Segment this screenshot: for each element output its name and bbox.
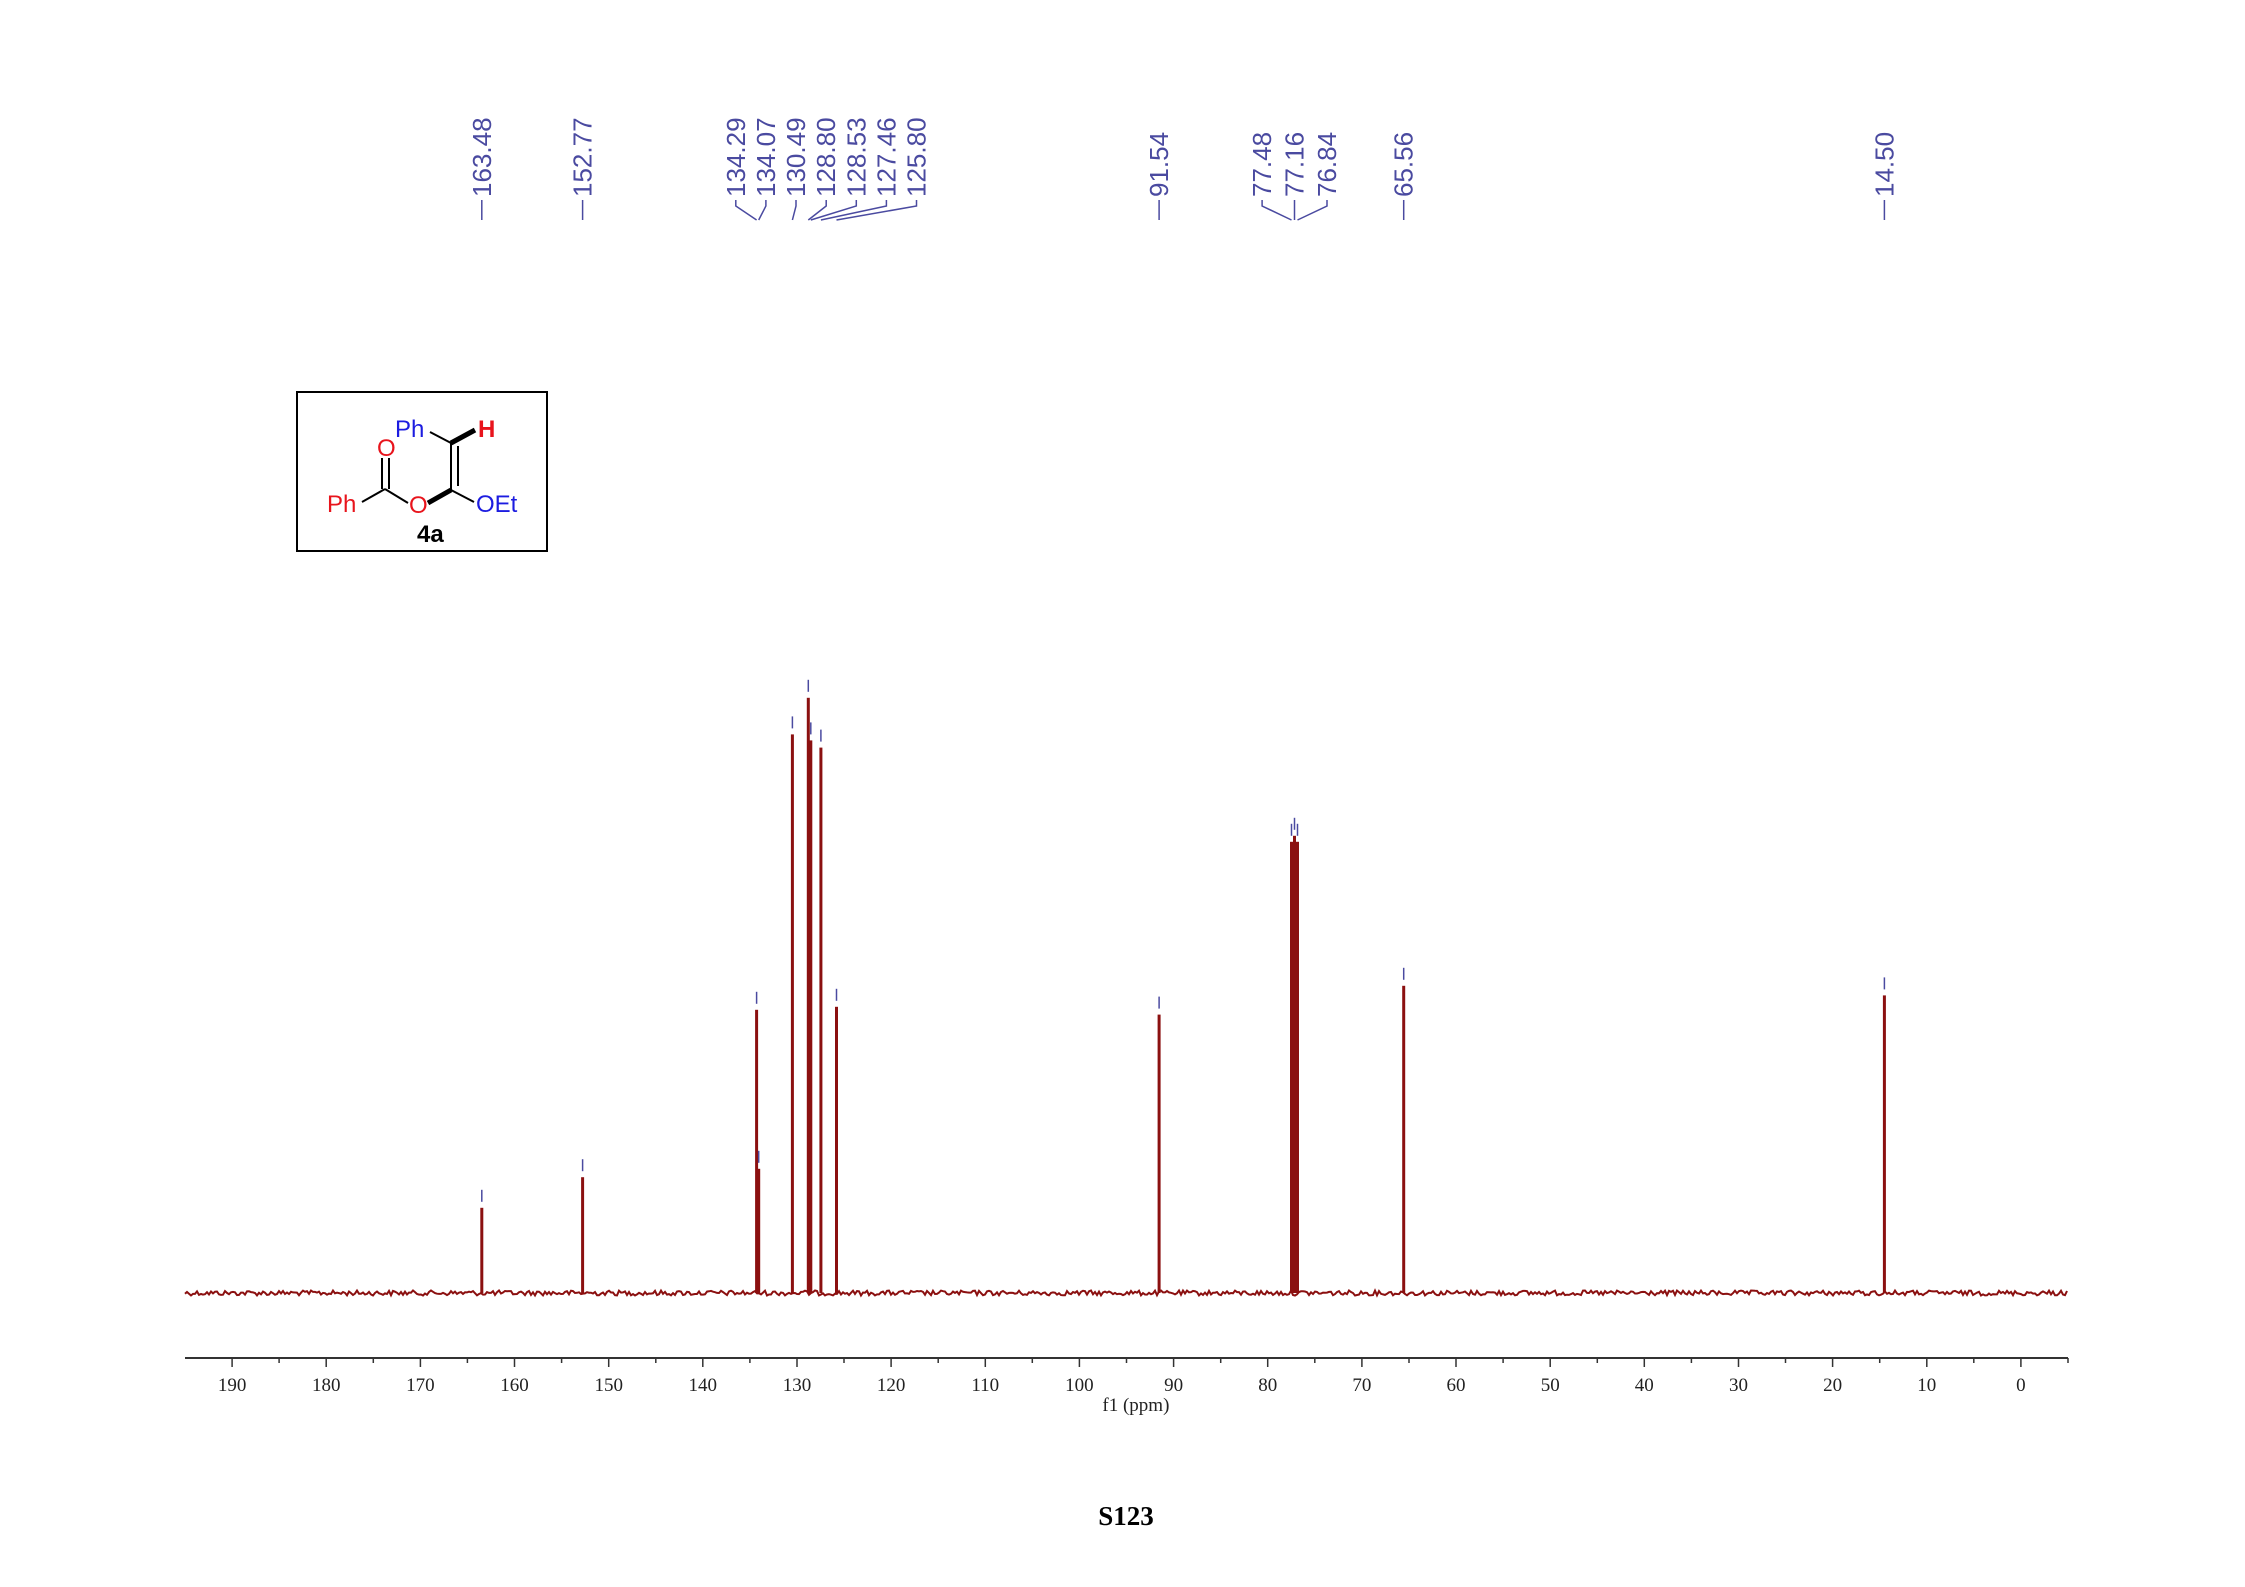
x-tick-label: 80 <box>1258 1375 1277 1396</box>
x-tick-label: 120 <box>877 1375 906 1396</box>
x-tick-label: 30 <box>1729 1375 1748 1396</box>
bond-alkene-to-h <box>449 427 477 446</box>
page-number: S123 <box>1098 1501 1154 1531</box>
x-tick-label: 180 <box>312 1375 341 1396</box>
compound-frame <box>296 391 548 552</box>
peak-label-14: 14.50 <box>1869 132 1899 197</box>
peak-4 <box>790 734 794 1293</box>
peak-0 <box>480 1207 484 1293</box>
peak-label-connector-6 <box>810 200 858 221</box>
peak-label-connector-4 <box>791 200 797 221</box>
x-tick-label: 10 <box>1917 1375 1936 1396</box>
compound-structure: Ph H O Ph O OEt 4a <box>296 391 548 552</box>
atom-o-ester: O <box>409 492 428 519</box>
peak-label-11: 77.16 <box>1280 132 1310 197</box>
x-tick-label: 140 <box>689 1375 718 1396</box>
peak-label-9: 91.54 <box>1144 132 1174 197</box>
atom-h: H <box>478 416 495 443</box>
peak-label-1: 152.77 <box>568 117 598 197</box>
compound-label: 4a <box>417 521 444 548</box>
peak-10 <box>1290 841 1293 1293</box>
peak-13 <box>1402 985 1406 1293</box>
peak-markers <box>481 679 1886 1202</box>
peak-label-6: 128.53 <box>841 117 871 197</box>
peak-label-connector-8 <box>836 200 918 221</box>
x-tick-label: 20 <box>1823 1375 1842 1396</box>
x-tick-label: 160 <box>500 1375 529 1396</box>
x-tick-label: 110 <box>971 1375 999 1396</box>
peak-label-connector-7 <box>820 200 888 221</box>
spectrum-trace <box>184 1288 2068 1298</box>
peak-7 <box>819 747 823 1293</box>
peak-label-connector-10 <box>1261 200 1292 221</box>
x-axis-title: f1 (ppm) <box>1102 1395 1169 1416</box>
x-axis-ticks: 190 180 170 160 150 140 130 120 110 100 90 80 70 60 50… <box>218 1358 2069 1396</box>
bond-alkene-to-o <box>426 487 453 506</box>
peak-label-connector-5 <box>807 200 827 221</box>
peak-label-3: 134.07 <box>751 117 781 197</box>
atom-oet: OEt <box>476 491 518 518</box>
peak-12 <box>1296 841 1299 1293</box>
bond-carbonyl-to-ph <box>361 488 386 503</box>
peak-label-connectors <box>481 200 1886 221</box>
peak-2 <box>755 1009 759 1293</box>
peak-label-8: 125.80 <box>902 117 932 197</box>
bond-o-to-carbonyl-c <box>384 488 409 504</box>
peak-14 <box>1882 995 1886 1293</box>
peak-label-7: 127.46 <box>871 117 901 197</box>
x-tick-label: 190 <box>218 1375 247 1396</box>
x-tick-label: 70 <box>1352 1375 1371 1396</box>
atom-o-carbonyl: O <box>377 435 396 462</box>
peak-lines <box>480 697 1886 1293</box>
x-tick-label: 170 <box>406 1375 435 1396</box>
peak-label-4: 130.49 <box>781 117 811 197</box>
x-tick-label: 50 <box>1541 1375 1560 1396</box>
peak-label-connector-3 <box>758 200 767 221</box>
peak-label-connector-2 <box>735 200 758 221</box>
peak-label-0: 163.48 <box>467 117 497 197</box>
x-tick-label: 130 <box>783 1375 812 1396</box>
x-tick-label: 150 <box>594 1375 623 1396</box>
peak-11 <box>1293 835 1296 1293</box>
peak-label-5: 128.80 <box>811 117 841 197</box>
peak-label-12: 76.84 <box>1312 132 1342 197</box>
x-tick-label: 40 <box>1635 1375 1654 1396</box>
peak-5 <box>806 697 810 1293</box>
peak-3 <box>757 1168 761 1293</box>
peak-6 <box>809 740 813 1293</box>
peak-label-10: 77.48 <box>1247 132 1277 197</box>
peak-label-connector-12 <box>1297 200 1328 221</box>
peak-1 <box>581 1177 585 1293</box>
x-tick-label: 60 <box>1447 1375 1466 1396</box>
atom-ph-left: Ph <box>327 491 356 518</box>
x-tick-label: 90 <box>1164 1375 1183 1396</box>
peak-label-2: 134.29 <box>721 117 751 197</box>
x-tick-label: 0 <box>2016 1375 2026 1396</box>
peak-9 <box>1157 1014 1161 1293</box>
x-tick-label: 100 <box>1065 1375 1094 1396</box>
peak-8 <box>835 1006 838 1293</box>
atom-ph-top: Ph <box>395 416 424 443</box>
bond-ph-to-alkene <box>429 431 452 444</box>
peak-label-13: 65.56 <box>1389 132 1419 197</box>
bond-alkene-to-oet <box>450 489 475 503</box>
peak-labels: 163.48 152.77 134.29 134.07 130.49 128.80 128.… <box>467 117 1900 197</box>
